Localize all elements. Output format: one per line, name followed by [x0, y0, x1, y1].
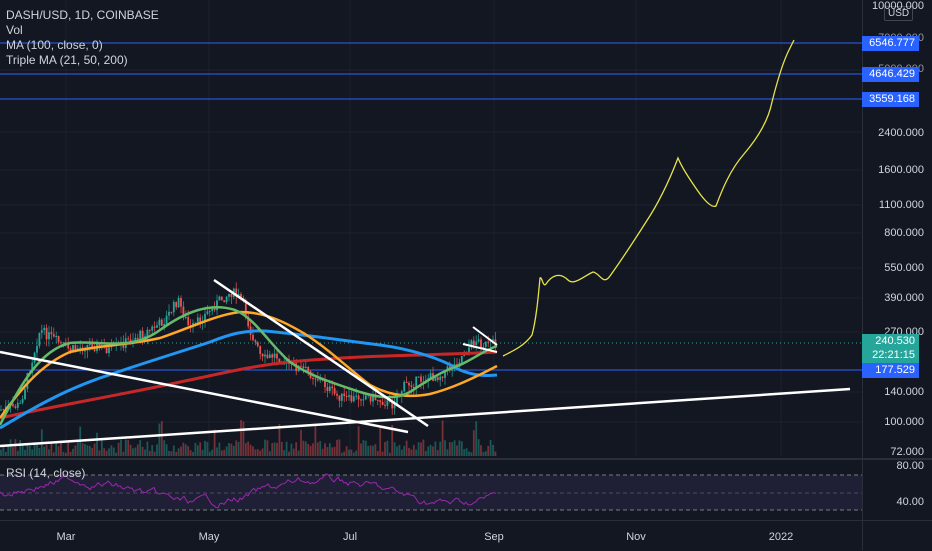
price-tag-level-3[interactable]: 3559.168 — [862, 92, 919, 107]
time-axis[interactable] — [0, 520, 932, 551]
chart-legend: DASH/USD, 1D, COINBASE Vol MA (100, clos… — [6, 8, 159, 68]
time-axis-label: Nov — [626, 531, 646, 543]
price-axis-label: 10000.000 — [872, 0, 924, 12]
grid — [0, 0, 862, 456]
rsi-line — [0, 473, 497, 509]
trendline-upper-long[interactable] — [0, 350, 409, 434]
price-tag-level-1[interactable]: 6546.777 — [862, 36, 919, 51]
time-axis-label: Jul — [342, 531, 358, 543]
flag-line-bottom[interactable] — [462, 343, 498, 353]
price-axis-border — [862, 0, 863, 550]
indicator-triple-ma[interactable]: Triple MA (21, 50, 200) — [6, 53, 128, 67]
price-axis-label: 550.000 — [884, 262, 924, 274]
ma-21-line — [0, 306, 498, 426]
trendline-wedge[interactable] — [213, 278, 429, 428]
price-chart[interactable] — [0, 0, 862, 456]
ma-200-line — [0, 350, 498, 420]
pane-divider[interactable] — [0, 458, 932, 460]
time-axis-label: 2022 — [768, 531, 794, 543]
price-axis-label: 2400.000 — [878, 127, 924, 139]
symbol-title[interactable]: DASH/USD, 1D, COINBASE — [6, 8, 159, 22]
rsi-axis-label: 40.00 — [896, 496, 924, 508]
trendline-lower[interactable] — [0, 387, 851, 448]
projection-drawing[interactable] — [502, 39, 795, 357]
indicator-vol[interactable]: Vol — [6, 23, 23, 37]
price-tag-current[interactable]: 240.530 — [862, 334, 919, 349]
time-axis-label: Sep — [484, 531, 504, 543]
price-axis-label: 72.000 — [890, 446, 924, 458]
price-tag-countdown: 22:21:15 — [862, 348, 919, 363]
indicator-ma[interactable]: MA (100, close, 0) — [6, 38, 103, 52]
rsi-legend[interactable]: RSI (14, close) — [6, 466, 86, 480]
price-tag-support[interactable]: 177.529 — [862, 363, 919, 378]
time-axis-label: May — [198, 531, 220, 543]
time-axis-label: Mar — [56, 531, 76, 543]
rsi-pane[interactable] — [0, 462, 862, 520]
price-axis-label: 1600.000 — [878, 164, 924, 176]
volume-bars — [0, 420, 497, 456]
price-axis-label: 1100.000 — [878, 199, 924, 211]
price-axis-label: 390.000 — [884, 292, 924, 304]
price-axis-label: 140.000 — [884, 386, 924, 398]
flag-line-top[interactable] — [472, 326, 498, 346]
price-axis-label: 800.000 — [884, 227, 924, 239]
price-axis-label: 100.000 — [884, 416, 924, 428]
currency-badge[interactable]: USD — [884, 6, 914, 21]
price-tag-level-2[interactable]: 4646.429 — [862, 67, 919, 82]
rsi-axis-label: 80.00 — [896, 460, 924, 472]
